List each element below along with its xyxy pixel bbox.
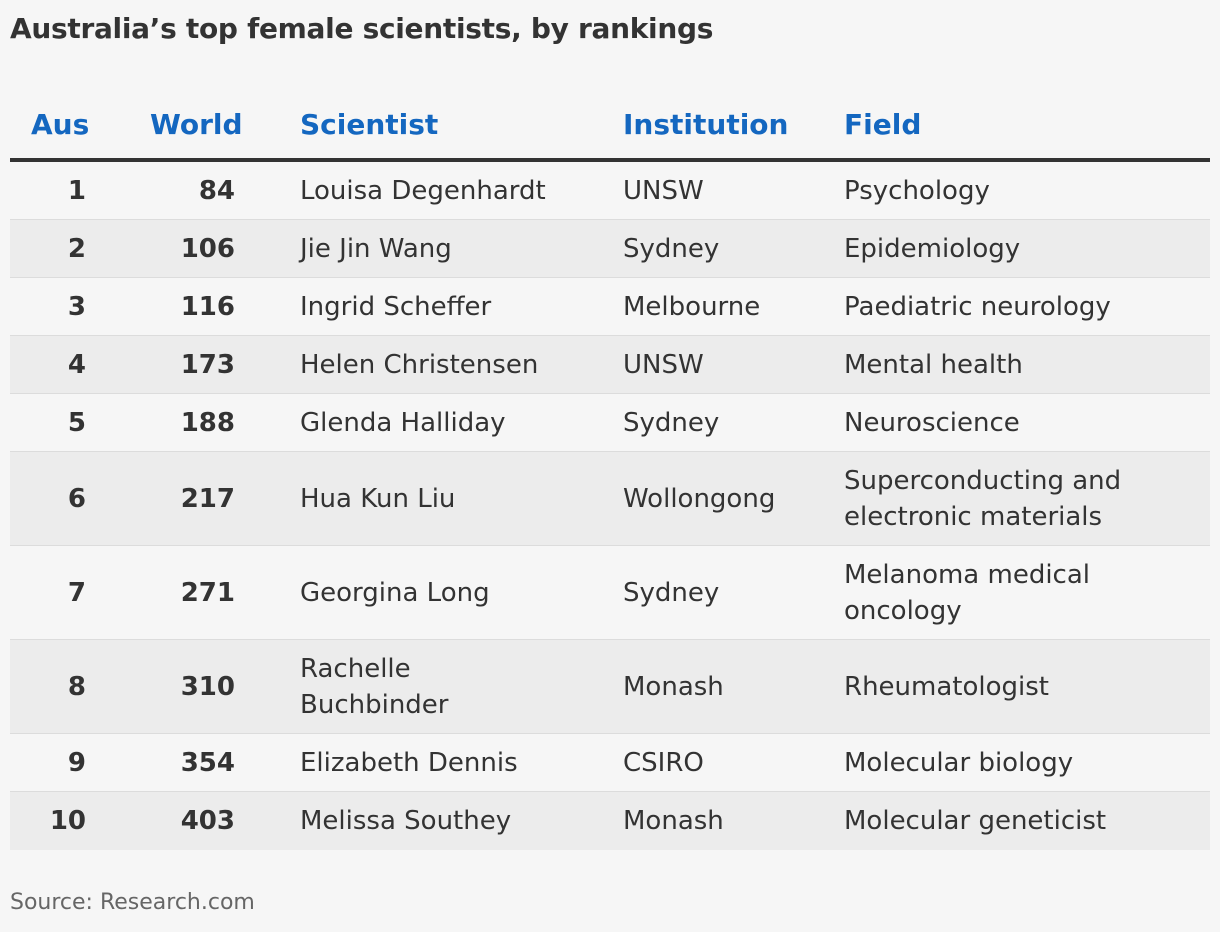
field-cell: Molecular geneticist xyxy=(844,806,1107,836)
table-row: 9 354 Elizabeth Dennis CSIRO Molecular b… xyxy=(10,734,1210,792)
institution-cell: Wollongong xyxy=(623,483,776,514)
scientist-cell: Elizabeth Dennis xyxy=(300,747,518,778)
world-rank-cell: 106 xyxy=(180,233,235,264)
table-row: 6 217 Hua Kun Liu Wollongong Superconduc… xyxy=(10,452,1210,546)
column-header-aus: Aus xyxy=(31,108,90,141)
world-rank-cell: 173 xyxy=(180,349,235,380)
field-cell: Paediatric neurology xyxy=(844,291,1111,322)
aus-rank-cell: 6 xyxy=(67,483,86,514)
table-row: 7 271 Georgina Long Sydney Melanoma medi… xyxy=(10,546,1210,640)
page-title: Australia’s top female scientists, by ra… xyxy=(10,12,714,45)
scientist-cell: Ingrid Scheffer xyxy=(300,291,492,322)
world-rank-cell: 116 xyxy=(180,291,235,322)
aus-rank-cell: 1 xyxy=(67,175,86,206)
rankings-table: Aus World Scientist Institution Field 1 … xyxy=(10,92,1210,850)
aus-rank-cell: 7 xyxy=(67,577,86,608)
table-header: Aus World Scientist Institution Field xyxy=(10,92,1210,162)
table-row: 5 188 Glenda Halliday Sydney Neuroscienc… xyxy=(10,394,1210,452)
field-cell: Psychology xyxy=(844,175,990,206)
world-rank-cell: 188 xyxy=(180,407,235,438)
aus-rank-cell: 3 xyxy=(67,291,86,322)
source-note: Source: Research.com xyxy=(10,890,255,915)
aus-rank-cell: 8 xyxy=(67,671,86,702)
institution-cell: Sydney xyxy=(623,577,720,608)
institution-cell: Sydney xyxy=(623,233,720,264)
field-cell: Superconducting and electronic materials xyxy=(844,465,1122,532)
field-cell: Rheumatologist xyxy=(844,671,1049,702)
scientist-cell: Helen Christensen xyxy=(300,349,539,380)
scientist-cell: Louisa Degenhardt xyxy=(300,175,546,206)
institution-cell: UNSW xyxy=(623,175,704,206)
institution-cell: Melbourne xyxy=(623,291,761,322)
table-row: 3 116 Ingrid Scheffer Melbourne Paediatr… xyxy=(10,278,1210,336)
world-rank-cell: 354 xyxy=(180,747,235,778)
scientist-cell: Georgina Long xyxy=(300,577,490,608)
world-rank-cell: 84 xyxy=(198,175,235,206)
table-row: 2 106 Jie Jin Wang Sydney Epidemiology xyxy=(10,220,1210,278)
institution-cell: Monash xyxy=(623,671,724,702)
scientist-cell: Jie Jin Wang xyxy=(300,233,452,264)
institution-cell: Sydney xyxy=(623,407,720,438)
institution-cell: CSIRO xyxy=(623,747,704,778)
column-header-world: World xyxy=(150,108,243,141)
table-row: 10 403 Melissa Southey Monash Molecular … xyxy=(10,792,1210,850)
institution-cell: UNSW xyxy=(623,349,704,380)
scientist-cell: Rachelle Buchbinder xyxy=(300,653,449,720)
field-cell: Neuroscience xyxy=(844,407,1020,438)
world-rank-cell: 217 xyxy=(180,483,235,514)
column-header-institution: Institution xyxy=(623,108,789,141)
column-header-scientist: Scientist xyxy=(300,108,439,141)
table-row: 1 84 Louisa Degenhardt UNSW Psychology xyxy=(10,162,1210,220)
world-rank-cell: 403 xyxy=(180,806,235,836)
table-row: 4 173 Helen Christensen UNSW Mental heal… xyxy=(10,336,1210,394)
aus-rank-cell: 9 xyxy=(67,747,86,778)
institution-cell: Monash xyxy=(623,806,724,836)
column-header-field: Field xyxy=(844,108,922,141)
aus-rank-cell: 4 xyxy=(67,349,86,380)
scientist-cell: Glenda Halliday xyxy=(300,407,506,438)
aus-rank-cell: 2 xyxy=(67,233,86,264)
table-row: 8 310 Rachelle Buchbinder Monash Rheumat… xyxy=(10,640,1210,734)
aus-rank-cell: 5 xyxy=(67,407,86,438)
field-cell: Melanoma medical oncology xyxy=(844,559,1090,626)
aus-rank-cell: 10 xyxy=(49,806,86,836)
scientist-cell: Melissa Southey xyxy=(300,806,512,836)
world-rank-cell: 310 xyxy=(180,671,235,702)
field-cell: Mental health xyxy=(844,349,1023,380)
world-rank-cell: 271 xyxy=(180,577,235,608)
field-cell: Epidemiology xyxy=(844,233,1021,264)
scientist-cell: Hua Kun Liu xyxy=(300,483,456,514)
field-cell: Molecular biology xyxy=(844,747,1074,778)
